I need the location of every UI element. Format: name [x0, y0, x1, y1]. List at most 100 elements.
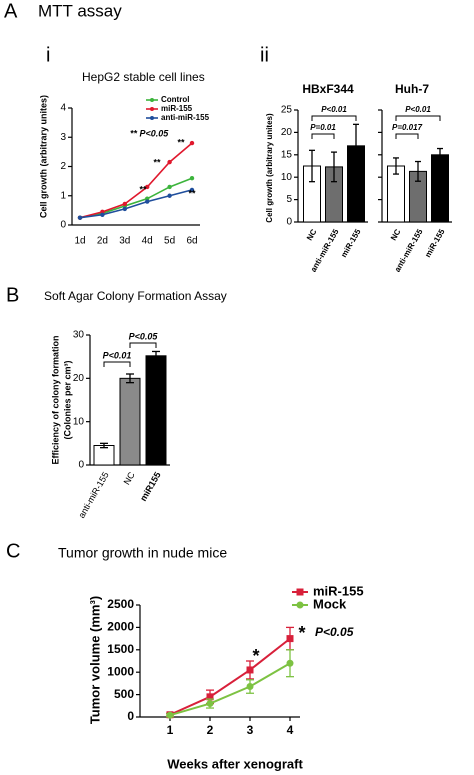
legend-label: miR-155: [161, 104, 193, 113]
annotation: P<0.05: [315, 625, 354, 639]
legend-marker: [150, 116, 154, 120]
y-tick-label: 3: [60, 132, 66, 143]
legend-marker: [150, 107, 154, 111]
y-tick-label: 1: [60, 190, 66, 201]
y-axis-label: (Colonies per cm³): [62, 360, 72, 439]
legend-label: Mock: [313, 596, 347, 611]
point: [122, 206, 128, 212]
x-tick-label: 2: [207, 723, 214, 737]
bracket: [311, 133, 335, 139]
y-tick-label: 5: [286, 194, 292, 205]
point: [145, 199, 150, 204]
bracket: [129, 342, 157, 348]
y-tick-label: 0: [127, 709, 134, 723]
y-tick-label: 0: [60, 220, 66, 231]
panel-label: i: [46, 44, 50, 66]
panel-label: B: [6, 284, 19, 306]
point: [286, 635, 294, 643]
annotation: P<0.01: [321, 105, 347, 114]
chart-title: Tumor growth in nude mice: [58, 545, 227, 561]
y-axis-label: Efficiency of colony formation: [50, 335, 60, 464]
legend-marker: [150, 98, 154, 102]
x-tick-label: 4: [287, 723, 294, 737]
point: [206, 700, 214, 708]
y-tick-label: 500: [114, 687, 134, 701]
line: [79, 142, 193, 219]
legend-label: miR-155: [313, 583, 364, 598]
annotation: P=0.017: [392, 123, 423, 132]
x-axis-label: Weeks after xenograft: [167, 756, 303, 771]
line: [169, 662, 291, 717]
x-tick-label: 3: [247, 723, 254, 737]
legend-marker: [296, 588, 304, 596]
x-tick-label: 5d: [164, 236, 175, 247]
point: [167, 193, 172, 198]
x-tick-label: 3d: [119, 236, 130, 247]
panel-label: C: [6, 540, 20, 562]
y-tick-label: 25: [281, 105, 293, 116]
x-tick-label: NC: [389, 227, 403, 242]
y-tick-label: 2500: [107, 597, 134, 611]
y-tick-label: 10: [73, 416, 85, 427]
y-tick-label: 0: [78, 460, 84, 471]
bracket: [311, 115, 357, 121]
bar: [93, 445, 115, 466]
point: [189, 140, 195, 146]
x-tick-label: NC: [122, 470, 137, 487]
y-tick-label: 30: [73, 330, 85, 341]
x-tick-label: 1d: [74, 236, 85, 247]
y-tick-label: 15: [281, 149, 293, 160]
annotation: P<0.05: [129, 331, 159, 341]
bracket: [395, 133, 419, 139]
annotation: P=0.01: [310, 123, 336, 132]
y-tick-label: 2: [60, 161, 66, 172]
bracket: [395, 115, 441, 121]
point: [100, 212, 105, 217]
y-axis-label: Tumor volume (mm³): [87, 596, 102, 724]
y-tick-label: 10: [281, 172, 293, 183]
bar: [431, 154, 449, 223]
annotation: **: [139, 184, 147, 194]
y-axis-label: Cell growth (arbitrary unites): [38, 95, 48, 218]
group-title: HBxF344: [302, 82, 354, 96]
annotation: *: [252, 646, 259, 666]
chart-title: Soft Agar Colony Formation Assay: [44, 289, 227, 303]
line: [79, 177, 193, 219]
x-tick-label: 4d: [142, 236, 153, 247]
point: [246, 683, 254, 691]
y-tick-label: 1000: [107, 664, 134, 678]
point: [189, 176, 195, 181]
x-tick-label: miR-155: [423, 227, 447, 259]
legend-label: anti-miR-155: [161, 113, 210, 122]
annotation: **: [177, 137, 185, 147]
x-tick-label: 2d: [97, 236, 108, 247]
point: [286, 659, 294, 667]
point: [145, 184, 150, 190]
x-tick-label: NC: [305, 227, 319, 242]
point: [77, 215, 83, 220]
bar: [119, 377, 141, 466]
line: [169, 637, 291, 716]
x-tick-label: anti-miR-155: [76, 470, 110, 520]
point: [206, 693, 214, 701]
panel-label: A: [4, 0, 18, 22]
x-tick-label: 6d: [186, 236, 197, 247]
chart-title: HepG2 stable cell lines: [82, 70, 205, 84]
legend-marker: [296, 601, 304, 609]
y-tick-label: 2000: [107, 620, 134, 634]
x-tick-label: miR155: [138, 470, 163, 503]
annotation: *: [298, 623, 305, 643]
point: [166, 711, 174, 719]
y-axis-label: Cell growth (arbitrary unites): [265, 113, 274, 223]
panel-label: ii: [260, 44, 269, 66]
y-tick-label: 20: [73, 373, 85, 384]
line: [79, 189, 193, 219]
bracket: [103, 361, 131, 367]
annotation: ** P<0.05: [130, 128, 169, 138]
annotation: P<0.01: [405, 105, 431, 114]
section-title: MTT assay: [38, 1, 122, 20]
bar: [145, 355, 167, 466]
y-tick-label: 1500: [107, 642, 134, 656]
annotation: P<0.01: [103, 350, 132, 360]
